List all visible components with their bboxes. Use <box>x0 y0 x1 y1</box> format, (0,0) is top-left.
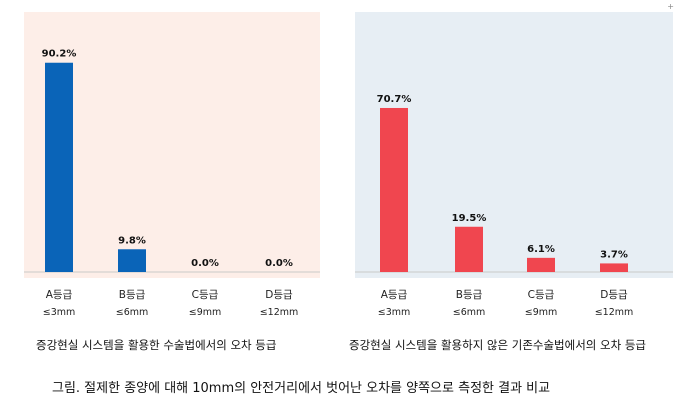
left-chart-caption: 증강현실 시스템을 활용한 수술법에서의 오차 등급 <box>36 338 277 352</box>
right-category-label-2: B등급 ≤6mm <box>439 288 499 320</box>
left-value-label-1: 90.2% <box>42 49 77 60</box>
right-category-range-3: ≤9mm <box>524 307 558 318</box>
left-category-name-3: C등급 <box>191 289 219 301</box>
left-category-range-3: ≤9mm <box>188 307 222 318</box>
right-category-name-2: B등급 <box>455 289 483 301</box>
corner-mark: + <box>667 2 674 11</box>
left-bar-2 <box>118 249 146 272</box>
right-category-name-4: D등급 <box>600 289 628 301</box>
left-category-range-1: ≤3mm <box>42 307 76 318</box>
right-chart-caption: 증강현실 시스템을 활용하지 않은 기존수술법에서의 오차 등급 <box>349 338 647 352</box>
left-category-range-4: ≤12mm <box>259 307 299 318</box>
right-value-label-4: 3.7% <box>600 249 628 260</box>
left-category-name-4: D등급 <box>265 289 293 301</box>
right-bar-1 <box>380 107 408 272</box>
left-plot-background <box>24 12 320 278</box>
right-bar-4 <box>600 263 628 272</box>
right-category-label-1: A등급 ≤3mm <box>364 288 424 320</box>
right-category-label-4: D등급 ≤12mm <box>584 288 644 320</box>
left-category-name-1: A등급 <box>45 289 73 301</box>
left-value-label-2: 9.8% <box>118 235 146 246</box>
left-category-label-2: B등급 ≤6mm <box>102 288 162 320</box>
right-value-label-2: 19.5% <box>452 213 487 224</box>
right-category-range-2: ≤6mm <box>452 307 486 318</box>
left-value-label-3: 0.0% <box>191 258 219 269</box>
right-category-label-3: C등급 ≤9mm <box>511 288 571 320</box>
right-bar-2 <box>455 226 483 272</box>
right-bar-3 <box>527 257 555 272</box>
right-value-label-3: 6.1% <box>527 244 555 255</box>
left-bar-1 <box>45 62 73 273</box>
right-category-name-3: C등급 <box>527 289 555 301</box>
left-category-label-4: D등급 ≤12mm <box>249 288 309 320</box>
right-category-range-4: ≤12mm <box>594 307 634 318</box>
right-category-range-1: ≤3mm <box>377 307 411 318</box>
left-value-label-4: 0.0% <box>265 258 293 269</box>
left-category-label-3: C등급 ≤9mm <box>175 288 235 320</box>
figure-caption: 그림. 절제한 종양에 대해 10mm의 안전거리에서 벗어난 오차를 양쪽으로… <box>52 381 551 396</box>
left-category-range-2: ≤6mm <box>115 307 149 318</box>
left-category-label-1: A등급 ≤3mm <box>29 288 89 320</box>
left-category-name-2: B등급 <box>118 289 146 301</box>
right-category-name-1: A등급 <box>380 289 408 301</box>
right-value-label-1: 70.7% <box>377 94 412 105</box>
